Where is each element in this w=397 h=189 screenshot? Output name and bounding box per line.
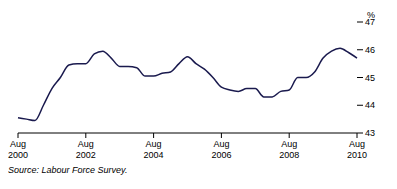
svg-text:Aug2006: Aug2006	[211, 139, 231, 160]
svg-text:Aug2000: Aug2000	[8, 139, 28, 160]
svg-text:Aug2010: Aug2010	[347, 139, 367, 160]
html-text:Source: Labour Force Survey.: Source: Labour Force Survey.	[8, 165, 128, 175]
svg-text:43: 43	[365, 128, 375, 138]
svg-text:46: 46	[365, 45, 375, 55]
svg-text:47: 47	[365, 17, 375, 28]
svg-text:%: %	[367, 10, 375, 20]
svg-text:Aug2002: Aug2002	[76, 139, 96, 160]
svg-text:44: 44	[365, 100, 375, 110]
svg-text:45: 45	[365, 73, 375, 83]
svg-text:Aug2004: Aug2004	[144, 139, 164, 160]
svg-text:Aug2008: Aug2008	[279, 139, 299, 160]
